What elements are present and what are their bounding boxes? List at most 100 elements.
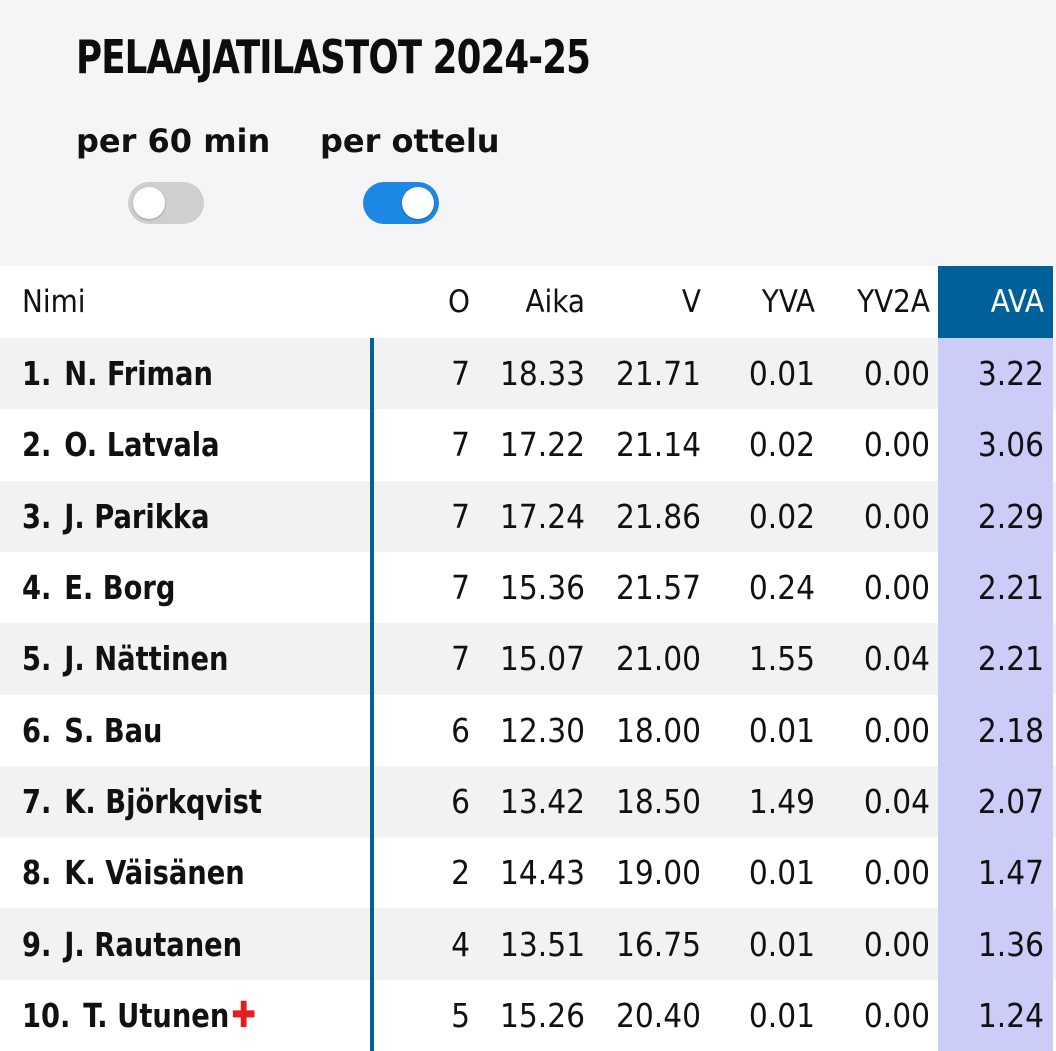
player-name-cell[interactable]: 7. K. Björkqvist [22,766,262,837]
rank: 8. [22,853,52,893]
cell-v: 19.00 [616,853,701,893]
player-name-cell[interactable]: 2. O. Latvala [22,409,220,480]
cell-yva: 0.01 [748,995,815,1035]
table-row[interactable]: 7. K. Björkqvist 6 13.42 18.50 1.49 0.04 2.07 [0,765,1056,838]
player-name[interactable]: K. Väisänen [64,853,245,893]
player-name-cell[interactable]: 1. N. Friman [22,338,213,409]
cell-yva: 0.02 [748,425,815,465]
cell-aika: 17.24 [500,496,585,536]
header-yva[interactable]: YVA [761,284,815,320]
cell-ava: 2.29 [977,496,1044,536]
header-ava[interactable]: AVA [990,284,1044,320]
player-name-cell[interactable]: 6. S. Bau [22,695,163,766]
toggle-label: per 60 min [76,122,271,160]
cell-ava: 2.07 [977,781,1044,821]
cell-yv2a: 0.00 [863,354,930,394]
header-name[interactable]: Nimi [22,284,86,320]
cell-ava: 2.21 [977,639,1044,679]
cell-yva: 0.01 [748,354,815,394]
cell-yv2a: 0.00 [863,710,930,750]
cell-ava: 3.22 [977,354,1044,394]
table-row[interactable]: 2. O. Latvala 7 17.22 21.14 0.02 0.00 3.06 [0,409,1056,481]
toggle-switch-per-60-min[interactable] [128,182,204,224]
cell-yv2a: 0.00 [863,924,930,964]
table-row[interactable]: 4. E. Borg 7 15.36 21.57 0.24 0.00 2.21 [0,551,1056,624]
player-name[interactable]: K. Björkqvist [64,781,262,821]
cell-aika: 14.43 [500,853,585,893]
cell-yva: 0.01 [748,924,815,964]
player-name-cell[interactable]: 5. J. Nättinen [22,623,228,694]
cell-yv2a: 0.00 [863,425,930,465]
cell-o: 7 [451,354,470,394]
cell-v: 21.71 [616,354,701,394]
cell-v: 16.75 [616,924,701,964]
toggle-knob [402,187,434,219]
cell-o: 6 [451,710,470,750]
cell-aika: 13.42 [500,781,585,821]
rank: 9. [22,924,52,964]
table-row[interactable]: 9. J. Rautanen 4 13.51 16.75 0.01 0.00 1.36 [0,908,1056,980]
cell-o: 6 [451,781,470,821]
player-name[interactable]: J. Rautanen [64,924,243,964]
player-name-cell[interactable]: 3. J. Parikka [22,481,210,552]
player-name[interactable]: E. Borg [64,568,176,608]
rank: 5. [22,639,52,679]
cell-aika: 15.07 [500,639,585,679]
toggle-per-ottelu[interactable]: per ottelu [320,122,500,224]
cell-yv2a: 0.00 [863,568,930,608]
player-name[interactable]: S. Bau [64,710,163,750]
cell-yv2a: 0.04 [863,639,930,679]
table-row[interactable]: 8. K. Väisänen 2 14.43 19.00 0.01 0.00 1.47 [0,837,1056,909]
header-o[interactable]: O [448,284,470,320]
player-name[interactable]: J. Nättinen [64,639,229,679]
cell-yv2a: 0.00 [863,496,930,536]
player-name-cell[interactable]: 8. K. Väisänen [22,837,245,908]
cell-o: 5 [451,995,470,1035]
cell-aika: 15.36 [500,568,585,608]
player-name[interactable]: J. Parikka [64,496,210,536]
table-row[interactable]: 1. N. Friman 7 18.33 21.71 0.01 0.00 3.22 [0,338,1056,410]
header-aika[interactable]: Aika [525,284,585,320]
cell-o: 7 [451,496,470,536]
ava-column-highlight [938,338,1053,1051]
cell-yv2a: 0.00 [863,853,930,893]
player-name[interactable]: O. Latvala [64,425,220,465]
column-divider [370,338,374,1051]
ava-header-bg [938,266,1053,338]
cell-v: 18.50 [616,781,701,821]
player-name-cell[interactable]: 4. E. Borg [22,552,175,623]
player-name-cell[interactable]: 10. T. Utunen ✚ [22,980,256,1051]
cell-yv2a: 0.04 [863,781,930,821]
cell-o: 2 [451,853,470,893]
table-row[interactable]: 5. J. Nättinen 7 15.07 21.00 1.55 0.04 2.21 [0,623,1056,695]
cell-ava: 1.24 [977,995,1044,1035]
toggle-switch-per-ottelu[interactable] [363,182,439,224]
table-row[interactable]: 10. T. Utunen ✚ 5 15.26 20.40 0.01 0.00 1.24 [0,979,1056,1051]
page-title: PELAAJATILASTOT 2024-25 [76,30,591,84]
cell-v: 21.00 [616,639,701,679]
toggle-per-60-min[interactable]: per 60 min [76,122,271,224]
cell-v: 21.86 [616,496,701,536]
cell-aika: 17.22 [500,425,585,465]
cell-aika: 18.33 [500,354,585,394]
rank: 3. [22,496,52,536]
cell-ava: 1.36 [977,924,1044,964]
header-v[interactable]: V [681,284,701,320]
header-yv2a[interactable]: YV2A [857,284,930,320]
rank: 4. [22,568,52,608]
cell-o: 7 [451,639,470,679]
table-header: Nimi O Aika V YVA YV2A AVA [0,266,1056,338]
rank: 10. [22,995,71,1035]
cell-yva: 0.24 [748,568,815,608]
player-name-cell[interactable]: 9. J. Rautanen [22,908,242,979]
table-row[interactable]: 6. S. Bau 6 12.30 18.00 0.01 0.00 2.18 [0,694,1056,766]
cell-o: 7 [451,568,470,608]
stats-table: Nimi O Aika V YVA YV2A AVA 1. N. Friman 7 1… [0,266,1056,1051]
player-name[interactable]: T. Utunen [83,995,230,1035]
player-name[interactable]: N. Friman [64,354,213,394]
cell-ava: 2.21 [977,568,1044,608]
rank: 2. [22,425,52,465]
toggle-knob [133,187,165,219]
rank: 7. [22,781,52,821]
table-row[interactable]: 3. J. Parikka 7 17.24 21.86 0.02 0.00 2.29 [0,480,1056,552]
